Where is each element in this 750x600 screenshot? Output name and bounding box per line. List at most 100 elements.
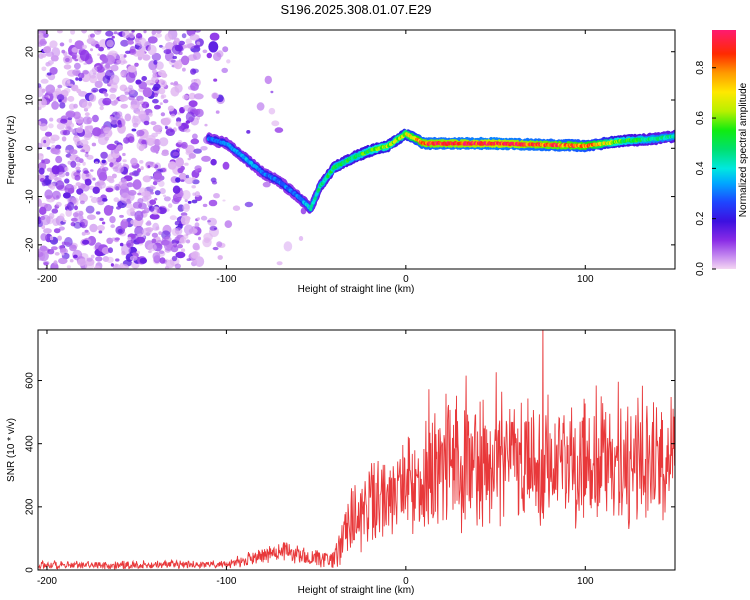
spectrogram-noise-cell xyxy=(178,40,186,46)
spectrogram-noise-cell xyxy=(187,200,192,204)
spectrogram-noise-cell xyxy=(53,228,61,234)
spectrogram-noise-cell xyxy=(119,53,125,58)
spectrogram-noise-cell xyxy=(117,228,123,234)
spectrogram-noise-cell xyxy=(158,180,165,187)
spectrogram-noise-cell xyxy=(79,139,89,147)
spectrogram-noise-cell xyxy=(85,151,89,154)
spectrogram-noise-cell xyxy=(136,129,145,137)
spectrogram-noise-cell xyxy=(105,187,114,193)
spectrogram-noise-cell xyxy=(178,172,187,182)
spectrogram-noise-cell xyxy=(141,139,147,145)
spectrogram-noise-cell xyxy=(127,40,134,45)
spectrogram-noise-cell xyxy=(193,44,200,49)
spectrogram-noise-cell xyxy=(141,227,152,236)
spectrogram-noise-cell xyxy=(192,242,200,251)
spectrogram-noise-cell xyxy=(149,213,160,220)
spectrogram-noise-cell xyxy=(164,125,168,130)
spectrogram-noise-cell xyxy=(75,77,79,81)
spectrogram-noise-cell xyxy=(62,219,67,223)
spectrogram-noise-cell xyxy=(185,38,192,45)
spectrogram-noise-cell xyxy=(190,251,201,259)
spectrogram-noise-cell xyxy=(38,215,41,222)
spectrogram-noise-cell xyxy=(216,241,223,248)
spectrogram-noise-cell xyxy=(69,244,77,252)
snr-frame xyxy=(37,329,676,571)
spectrogram-ridge-core xyxy=(317,187,321,192)
spectrogram-noise-cell xyxy=(136,49,145,58)
spectrogram-noise-cell xyxy=(127,236,132,241)
spectrogram-noise-cell xyxy=(149,199,157,205)
spectrogram-noise-cell xyxy=(93,265,101,269)
spectrogram-noise-cell xyxy=(117,120,122,125)
spectrogram-noise-cell xyxy=(173,81,178,86)
spectrogram-noise-cell xyxy=(138,114,146,119)
spectrogram-noise-cell xyxy=(76,88,82,94)
snr-x-label: Height of straight line (km) xyxy=(298,585,415,596)
spectrogram-noise-cell xyxy=(90,33,95,38)
spectrogram-noise-cell xyxy=(84,259,95,269)
spectrogram-noise-cell xyxy=(95,211,101,215)
spectrogram-noise-cell xyxy=(256,102,265,111)
spectrogram-noise-cell xyxy=(120,192,131,204)
spectrogram-noise-cell xyxy=(208,199,218,207)
spectrogram-noise-cell xyxy=(44,131,53,137)
spectrogram-noise-cell xyxy=(101,247,110,255)
spectrogram-noise-cell xyxy=(79,193,88,203)
spectrogram-noise-cell xyxy=(174,227,183,235)
spectrogram-noise-cell xyxy=(47,60,54,65)
spectrogram-noise-cell xyxy=(78,72,85,79)
spectrogram-noise-cell xyxy=(185,174,190,179)
spectrogram-noise-cell xyxy=(48,175,55,180)
spectrogram-noise-cell xyxy=(276,261,283,266)
spectrogram-noise-cell xyxy=(43,139,47,144)
spectrogram-noise-cell xyxy=(181,141,188,149)
spectrogram-noise-cell xyxy=(179,236,187,244)
spectrogram-noise-cell xyxy=(194,191,201,198)
spectrogram-noise-cell xyxy=(221,67,228,73)
spectrogram-noise-cell xyxy=(131,30,135,33)
spectrogram-noise-cell xyxy=(159,102,163,105)
spectrogram-noise-cell xyxy=(78,158,84,164)
spectrogram-noise-cell xyxy=(117,32,123,36)
spectrogram-noise-cell xyxy=(140,166,144,171)
snr-y-ticks: 0 200 400 600 xyxy=(25,372,675,573)
spectrogram-noise-cell xyxy=(109,116,114,120)
spectrogram-noise-cell xyxy=(84,112,90,117)
spectrogram-noise-cell xyxy=(107,153,117,163)
spectrogram-noise-cell xyxy=(49,67,58,75)
spectrogram-noise-cell xyxy=(102,97,112,106)
spectrogram-noise-cell xyxy=(212,92,218,99)
spectrogram-noise-cell xyxy=(135,79,142,85)
spectrogram-noise-cell xyxy=(84,229,89,233)
spectrogram-noise-cell xyxy=(74,174,81,181)
spectrogram-noise-cell xyxy=(194,165,202,172)
spectrogram-noise-cell xyxy=(194,256,205,267)
spectrogram-noise-cell xyxy=(39,38,47,47)
spectrogram-noise-cell xyxy=(184,162,189,166)
spectrogram-x-ticks: -200 -100 0 100 xyxy=(37,30,594,285)
spectrogram-noise-cell xyxy=(128,88,135,95)
spectrogram-noise-cell xyxy=(184,203,190,210)
spectrogram-noise-cell xyxy=(191,185,196,189)
spectrogram-noise-cell xyxy=(49,236,54,241)
spectrogram-noise-cell xyxy=(109,93,117,100)
spectrogram-noise-cell xyxy=(89,195,93,198)
spectrogram-noise-cell xyxy=(63,88,71,94)
spectrogram-noise-cell xyxy=(110,224,115,229)
spectrogram-noise-cell xyxy=(109,74,120,86)
spectrogram-noise-cell xyxy=(183,105,192,111)
spectrogram-noise-cell xyxy=(66,265,71,269)
spectrogram-noise-cell xyxy=(159,44,163,48)
spectrogram-noise-cell xyxy=(76,127,84,134)
spectrogram-noise-cell xyxy=(39,206,47,215)
spectrogram-noise-cell xyxy=(99,217,104,221)
spectrogram-noise-cell xyxy=(171,255,178,262)
spectrogram-noise-cell xyxy=(94,161,99,164)
spectrogram-noise-cell xyxy=(49,137,56,144)
spectrogram-noise-cell xyxy=(91,142,97,147)
spectrogram-noise-cell xyxy=(119,214,124,218)
spectrogram-noise-cell xyxy=(168,203,173,208)
spectrogram-noise-cell xyxy=(101,57,109,63)
